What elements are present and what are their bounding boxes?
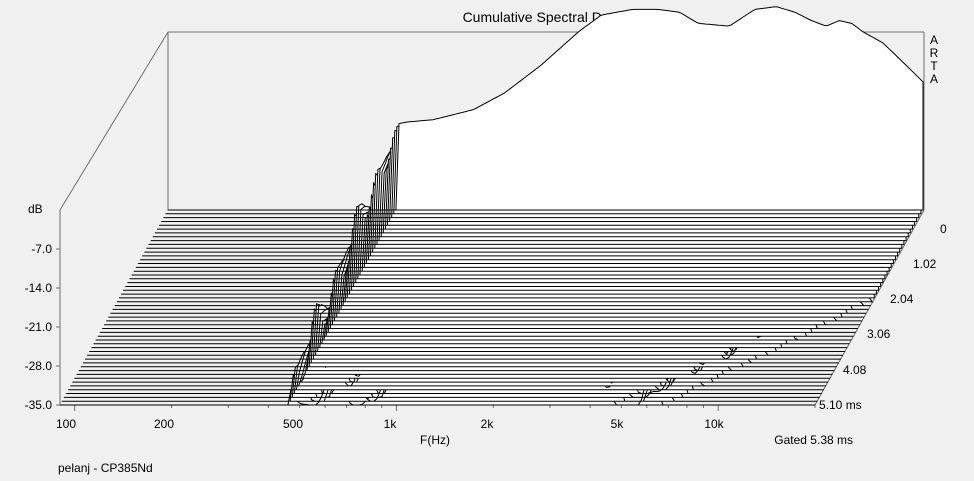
y-tick-label: -14.0: [25, 281, 53, 295]
x-axis-label: F(Hz): [420, 433, 450, 447]
footer-label: pelanj - CP385Nd: [58, 461, 153, 475]
time-axis: 0 1.02 2.04 3.06 4.08 5.10 ms: [819, 222, 947, 412]
x-tick-label: 200: [154, 417, 174, 431]
decay-slice: [167, 6, 924, 211]
y-tick-label: -28.0: [25, 359, 53, 373]
x-axis: 100 200 500 1k 2k 5k 10k F(Hz): [56, 417, 725, 447]
y-tick-label: -7.0: [31, 242, 52, 256]
watermark-letter: A: [930, 33, 938, 47]
y-tick-label: -35.0: [25, 398, 53, 412]
chart-title: Cumulative Spectral Decay: [463, 9, 632, 25]
x-tick-label: 100: [56, 417, 76, 431]
time-tick-label: 2.04: [890, 292, 914, 306]
watermark-letter: A: [930, 72, 938, 86]
time-tick-label: 3.06: [867, 327, 891, 341]
y-axis: dB -7.0 -14.0 -21.0 -28.0 -35.0: [25, 202, 53, 412]
x-tick-label: 5k: [611, 417, 625, 431]
decay-slices: [59, 6, 924, 406]
time-tick-label: 1.02: [913, 257, 937, 271]
watermark-letter: R: [930, 46, 939, 60]
gate-note: Gated 5.38 ms: [774, 433, 853, 447]
y-tick-label: -21.0: [25, 320, 53, 334]
x-tick-label: 1k: [384, 417, 398, 431]
time-tick-label: 4.08: [843, 363, 867, 377]
time-tick-label: 0: [940, 222, 947, 236]
x-tick-label: 500: [283, 417, 303, 431]
x-tick-label: 10k: [704, 417, 724, 431]
time-tick-label: 5.10 ms: [819, 398, 862, 412]
y-axis-label: dB: [28, 202, 43, 216]
x-tick-label: 2k: [481, 417, 495, 431]
watermark-letter: T: [930, 59, 938, 73]
